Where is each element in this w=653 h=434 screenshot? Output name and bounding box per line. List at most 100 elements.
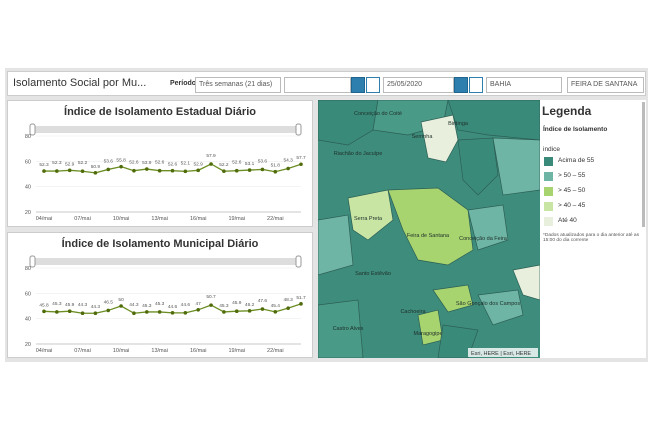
point bbox=[247, 309, 252, 313]
chart-panel: Índice de Isolamento Municipal Diário 20 4… bbox=[7, 232, 313, 358]
map-label: Cachoeira bbox=[400, 309, 426, 315]
data-label: 48.3 bbox=[283, 297, 293, 303]
period-label: Período bbox=[170, 80, 197, 87]
state-select[interactable]: BAHIA bbox=[486, 77, 562, 93]
x-tick-label: 16/mai bbox=[190, 216, 207, 222]
data-label: 53.1 bbox=[245, 161, 255, 167]
y-tick-label: 60 bbox=[25, 159, 31, 165]
y-tick-label: 40 bbox=[25, 185, 31, 191]
data-label: 52.2 bbox=[78, 160, 88, 166]
city-select[interactable]: FEIRA DE SANTANA bbox=[567, 77, 644, 93]
data-label: 44.6 bbox=[168, 304, 178, 310]
data-label: 52.9 bbox=[194, 161, 204, 167]
map-label: Biritinga bbox=[448, 121, 469, 127]
point bbox=[67, 168, 72, 173]
time-button[interactable] bbox=[469, 77, 483, 93]
x-tick-label: 13/mai bbox=[151, 348, 168, 354]
region bbox=[387, 187, 474, 266]
data-label: 52.3 bbox=[39, 162, 49, 168]
map-label: Santo Estêvão bbox=[355, 271, 391, 277]
point bbox=[132, 311, 136, 316]
region bbox=[318, 214, 354, 276]
slider-handle bbox=[29, 123, 36, 136]
x-tick-label: 16/mai bbox=[190, 348, 207, 354]
region bbox=[492, 137, 540, 196]
point bbox=[247, 168, 252, 172]
point bbox=[234, 168, 239, 173]
point bbox=[260, 307, 265, 311]
data-label: 50.9 bbox=[91, 164, 101, 170]
point bbox=[299, 162, 303, 167]
data-label: 44.3 bbox=[129, 302, 139, 308]
scrollbar[interactable] bbox=[642, 102, 645, 227]
x-tick-label: 07/mai bbox=[74, 348, 91, 354]
range-slider bbox=[32, 126, 300, 133]
point bbox=[260, 167, 265, 172]
x-tick-label: 07/mai bbox=[74, 216, 91, 222]
legend-label: > 45 – 50 bbox=[558, 187, 586, 194]
x-tick-label: 04/mai bbox=[36, 216, 53, 222]
legend-subtitle: Índice de Isolamento bbox=[543, 126, 608, 133]
attribution: Esri, HERE | Esri, HERE bbox=[471, 351, 531, 357]
data-label: 52.6 bbox=[232, 160, 242, 166]
legend-title: Legenda bbox=[542, 104, 592, 118]
map-label: Riachão do Jacuípe bbox=[334, 151, 383, 157]
x-tick-label: 04/mai bbox=[36, 348, 53, 354]
region bbox=[447, 100, 540, 141]
x-tick-label: 19/mai bbox=[228, 348, 245, 354]
calendar-button[interactable] bbox=[351, 77, 365, 93]
data-label: 45.3 bbox=[52, 301, 62, 307]
point bbox=[183, 311, 188, 315]
data-label: 50 bbox=[118, 297, 124, 303]
region bbox=[347, 189, 394, 241]
period-select[interactable]: Três semanas (21 dias) bbox=[195, 77, 281, 93]
point bbox=[67, 309, 72, 313]
point bbox=[132, 168, 136, 173]
data-label: 44.3 bbox=[78, 302, 88, 308]
legend-label: > 40 – 45 bbox=[558, 202, 586, 209]
data-label: 54.3 bbox=[283, 158, 293, 164]
legend-field: indice bbox=[543, 146, 560, 153]
point bbox=[93, 311, 98, 316]
region bbox=[477, 289, 524, 326]
map-label: Serra Preta bbox=[354, 216, 383, 222]
map-label: São Gonçalo dos Campos bbox=[456, 301, 520, 307]
data-label: 53.6 bbox=[104, 158, 114, 164]
point bbox=[209, 162, 213, 166]
y-tick-label: 20 bbox=[25, 210, 31, 216]
point bbox=[157, 168, 162, 173]
y-tick-label: 60 bbox=[25, 291, 31, 297]
point bbox=[55, 310, 59, 314]
data-label: 44.6 bbox=[181, 302, 191, 308]
map-label: Castro Alves bbox=[333, 326, 364, 332]
x-tick-label: 10/mai bbox=[113, 348, 130, 354]
point bbox=[273, 310, 278, 314]
legend-label: Acima de 55 bbox=[558, 157, 595, 164]
end-date[interactable]: 25/05/2020 bbox=[383, 77, 454, 93]
point bbox=[170, 168, 175, 173]
data-label: 51.7 bbox=[296, 295, 306, 301]
data-label: 52.2 bbox=[219, 162, 229, 168]
legend-swatch bbox=[544, 217, 553, 226]
data-label: 47 bbox=[196, 301, 202, 307]
region bbox=[432, 284, 474, 313]
region bbox=[512, 264, 540, 301]
map-label: Maragogipe bbox=[413, 331, 442, 337]
point bbox=[222, 310, 226, 314]
data-label: 52.6 bbox=[168, 162, 178, 168]
region bbox=[420, 114, 459, 163]
map-label: Serrinha bbox=[412, 134, 434, 140]
data-label: 51.8 bbox=[271, 163, 281, 169]
region bbox=[457, 137, 499, 196]
point bbox=[55, 169, 59, 173]
start-date[interactable] bbox=[284, 77, 351, 93]
data-label: 45.4 bbox=[271, 303, 281, 309]
time-button[interactable] bbox=[366, 77, 380, 93]
calendar-button[interactable] bbox=[454, 77, 468, 93]
data-label: 45.8 bbox=[39, 302, 49, 308]
point bbox=[196, 308, 200, 312]
chart-panel: Índice de Isolamento Estadual Diário 20 40… bbox=[7, 100, 313, 227]
data-label: 57.7 bbox=[296, 155, 306, 161]
toolbar: Isolamento Social por Mu... Período Três… bbox=[7, 71, 646, 96]
legend-label: > 50 – 55 bbox=[558, 172, 586, 179]
